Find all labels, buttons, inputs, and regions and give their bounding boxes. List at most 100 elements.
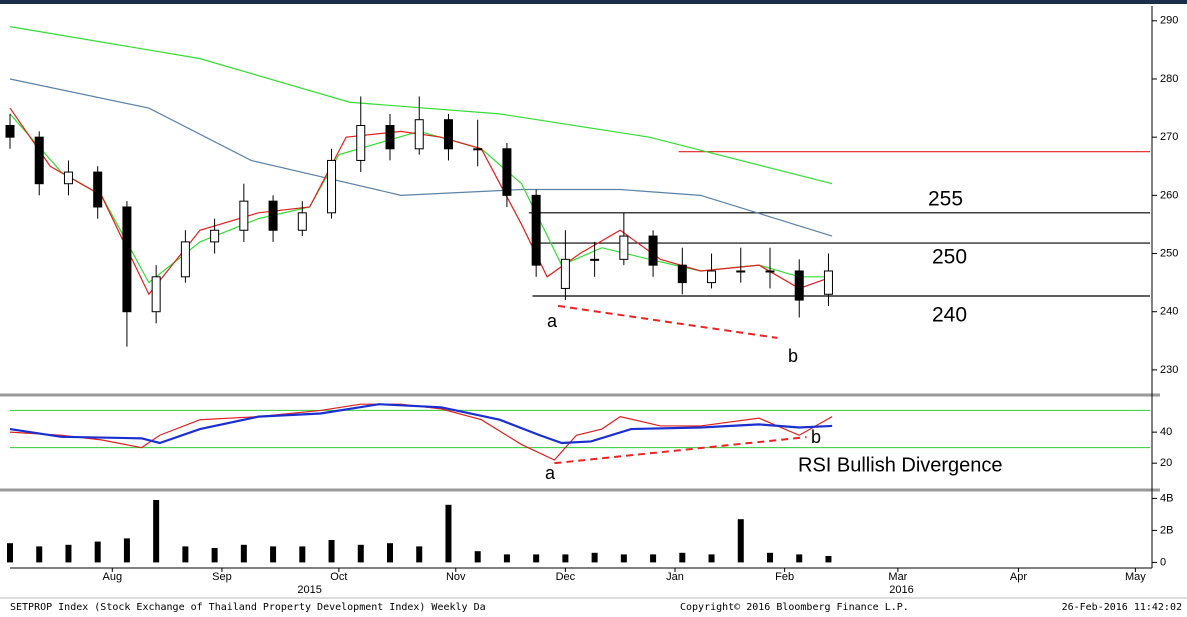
candle-body — [823, 270, 833, 295]
volume-bar — [591, 552, 598, 563]
volume-bar — [562, 554, 569, 563]
candle-body — [34, 136, 44, 185]
x-tick-label: Oct — [330, 571, 347, 583]
point-label: b — [788, 346, 798, 366]
volume-bar — [123, 538, 130, 563]
y-tick-label: 240 — [1160, 306, 1178, 318]
volume-bar — [240, 544, 247, 563]
y-tick-label: 280 — [1160, 73, 1178, 85]
y-tick-label: 2B — [1160, 524, 1173, 536]
x-tick-label: Dec — [556, 571, 576, 583]
y-tick-label: 270 — [1160, 131, 1178, 143]
level-label: 255 — [928, 188, 963, 211]
point-label: a — [545, 463, 556, 483]
candle-body — [619, 235, 629, 260]
candle-body — [531, 194, 541, 266]
candle-body — [151, 276, 161, 313]
candle-body — [122, 206, 132, 313]
candle-body — [473, 148, 483, 151]
rsi-annotation: RSI Bullish Divergence — [798, 454, 1003, 476]
x-tick-label: Sep — [212, 571, 232, 583]
x-tick-label: Aug — [103, 571, 123, 583]
candle-body — [63, 171, 73, 185]
candle-body — [414, 119, 424, 150]
candle-body — [443, 119, 453, 150]
candle-body — [327, 159, 337, 214]
volume-bar — [445, 504, 452, 563]
candle-body — [210, 229, 220, 243]
ma-line — [9, 403, 833, 445]
y-tick-label: 0 — [1160, 556, 1166, 568]
candle-body — [5, 125, 15, 138]
footer-right: 26-Feb-2016 11:42:02 — [1062, 602, 1182, 613]
x-tick-label: Apr — [1010, 571, 1027, 583]
year-label: 2015 — [297, 584, 321, 596]
y-tick-label: 250 — [1160, 247, 1178, 259]
volume-bar — [416, 546, 423, 563]
x-tick-label: Jan — [666, 571, 684, 583]
candle-body — [239, 200, 249, 231]
volume-bar — [503, 554, 510, 563]
volume-bar — [211, 548, 218, 563]
volume-bar — [65, 544, 72, 563]
volume-bar — [796, 554, 803, 563]
volume-bar — [36, 546, 43, 563]
ma-line — [9, 78, 833, 237]
candle-body — [502, 148, 512, 196]
volume-bar — [182, 546, 189, 563]
x-tick-label: Nov — [446, 571, 466, 583]
candle-body — [765, 270, 775, 273]
candle-body — [677, 264, 687, 284]
point-label: b — [811, 427, 821, 447]
volume-bar — [825, 556, 832, 563]
y-tick-label: 20 — [1160, 457, 1172, 469]
candle-body — [356, 125, 366, 161]
volume-bar — [387, 543, 393, 563]
footer-center: Copyright© 2016 Bloomberg Finance L.P. — [680, 602, 909, 613]
ma-line — [9, 26, 833, 185]
volume-bar — [650, 554, 657, 563]
volume-bar — [270, 546, 277, 563]
divergence-line — [557, 304, 778, 339]
ma-line — [9, 403, 833, 461]
y-tick-label: 40 — [1160, 426, 1172, 438]
volume-bar — [94, 541, 101, 563]
y-tick-label: 230 — [1160, 364, 1178, 376]
year-label: 2016 — [889, 584, 913, 596]
x-tick-label: Feb — [775, 571, 794, 583]
y-tick-label: 260 — [1160, 189, 1178, 201]
volume-bar — [767, 552, 773, 563]
volume-bar — [708, 554, 715, 563]
level-label: 240 — [932, 304, 967, 327]
volume-bar — [328, 540, 335, 563]
candle-body — [794, 270, 804, 301]
volume-bar — [620, 554, 627, 563]
level-label: 250 — [932, 246, 967, 269]
volume-bar — [357, 544, 364, 563]
volume-bar — [299, 546, 306, 563]
footer-left: SETPROP Index (Stock Exchange of Thailan… — [10, 602, 486, 613]
candle-body — [590, 258, 600, 261]
y-tick-label: 4B — [1160, 492, 1173, 504]
candle-body — [560, 258, 570, 289]
volume-bar — [737, 519, 744, 563]
volume-bar — [679, 552, 686, 563]
candle-body — [736, 270, 746, 273]
x-tick-label: Mar — [888, 571, 907, 583]
top-bar — [0, 0, 1187, 4]
candle-body — [648, 235, 658, 266]
candle-body — [93, 171, 103, 208]
volume-bar — [533, 554, 540, 563]
candle-body — [180, 241, 190, 278]
candle-body — [268, 200, 278, 231]
point-label: a — [547, 311, 558, 331]
candle-body — [707, 270, 717, 284]
x-tick-label: May — [1125, 571, 1146, 583]
volume-bar — [153, 500, 160, 563]
divergence-line — [554, 436, 807, 465]
volume-bar — [7, 543, 13, 563]
candle-body — [297, 212, 307, 231]
y-tick-label: 290 — [1160, 15, 1178, 27]
volume-bar — [474, 551, 481, 563]
